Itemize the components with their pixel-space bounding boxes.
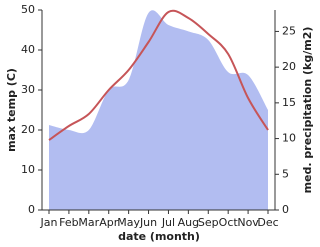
y2-tick-label: 20 xyxy=(282,60,296,73)
x-tick-label: Apr xyxy=(99,216,119,229)
x-tick-label: Nov xyxy=(237,216,259,229)
x-tick-label: Oct xyxy=(219,216,239,229)
x-tick-label: Dec xyxy=(257,216,278,229)
x-axis-label: date (month) xyxy=(118,230,200,243)
y-tick-label: 30 xyxy=(21,83,35,96)
y-axis-label: max temp (C) xyxy=(5,68,18,152)
y-tick-label: 40 xyxy=(21,43,35,56)
y2-tick-label: 0 xyxy=(282,203,289,216)
y2-tick-label: 25 xyxy=(282,24,296,37)
x-tick-label: Aug xyxy=(178,216,199,229)
temperature-line xyxy=(48,9,269,141)
x-tick-label: Jun xyxy=(139,216,157,229)
y-tick-label: 0 xyxy=(28,203,35,216)
x-tick-label: Jul xyxy=(161,216,175,229)
x-tick-label: Mar xyxy=(78,216,99,229)
y2-tick-label: 15 xyxy=(282,96,296,109)
y2-tick-label: 5 xyxy=(282,167,289,180)
y-tick-label: 10 xyxy=(21,163,35,176)
y2-axis-label: med. precipitation (kg/m2) xyxy=(301,27,314,194)
x-tick-label: May xyxy=(117,216,140,229)
y-tick-label: 50 xyxy=(21,3,35,16)
x-tick-label: Jan xyxy=(40,216,58,229)
x-tick-label: Feb xyxy=(59,216,78,229)
precipitation-area xyxy=(49,10,268,210)
x-tick-label: Sep xyxy=(198,216,219,229)
y2-tick-label: 10 xyxy=(282,132,296,145)
y-tick-label: 20 xyxy=(21,123,35,136)
